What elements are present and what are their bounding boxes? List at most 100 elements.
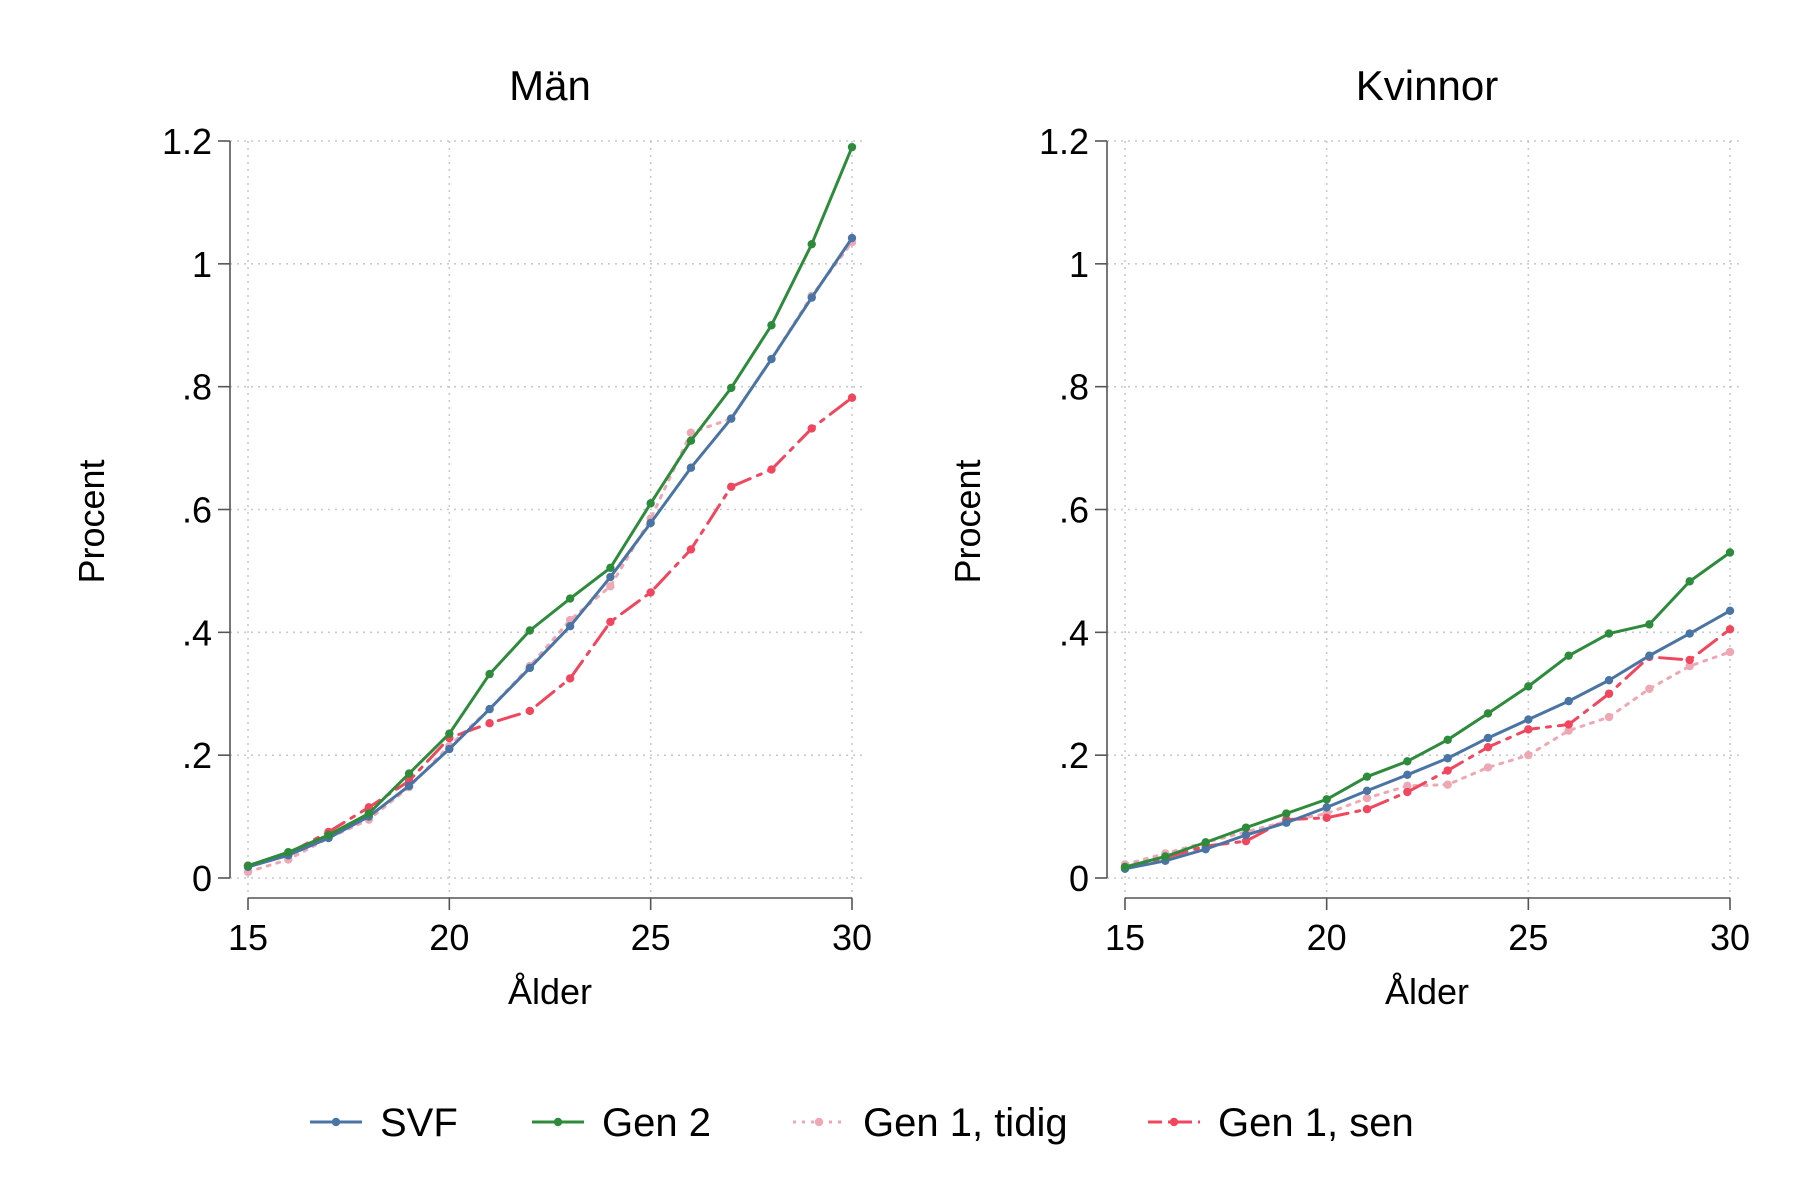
- data-point: [243, 861, 253, 870]
- data-point: [1241, 830, 1251, 840]
- data-point: [1443, 754, 1452, 763]
- data-point: [1524, 682, 1533, 691]
- x-tick-label: 30: [1710, 917, 1750, 958]
- data-point: [565, 621, 575, 631]
- data-point: [324, 830, 333, 840]
- series-line: [1123, 627, 1732, 870]
- data-point: [1362, 805, 1372, 814]
- x-tick-label: 25: [1508, 917, 1548, 958]
- legend-swatch-marker: [331, 1117, 341, 1127]
- data-point: [565, 594, 575, 603]
- y-tick-label: .2: [182, 735, 212, 776]
- data-point: [847, 142, 857, 152]
- data-point: [1241, 823, 1251, 832]
- data-point: [364, 809, 373, 818]
- data-point: [1524, 715, 1533, 724]
- data-point: [727, 482, 736, 491]
- series-gen-2: [1120, 548, 1735, 872]
- series-gen-2: [243, 142, 857, 870]
- data-point: [847, 233, 857, 243]
- data-point: [646, 588, 655, 597]
- legend-item: SVF: [310, 1101, 458, 1145]
- data-point: [1685, 655, 1694, 665]
- data-point: [1241, 836, 1251, 846]
- legend: SVF Gen 2 Gen 1, tidig Gen 1, sen: [310, 1101, 1414, 1145]
- data-point: [847, 393, 857, 402]
- data-point: [1564, 696, 1573, 706]
- data-point: [606, 572, 615, 582]
- x-tick-label: 25: [631, 917, 671, 958]
- data-point: [1322, 813, 1331, 823]
- y-tick-label: 1: [192, 244, 212, 285]
- data-point: [1322, 795, 1331, 804]
- data-point: [606, 582, 615, 591]
- data-point: [807, 424, 816, 433]
- data-point: [767, 354, 776, 364]
- data-point: [1725, 606, 1735, 616]
- x-axis-label: Ålder: [508, 971, 592, 1012]
- y-tick-label: .8: [182, 367, 212, 408]
- series-svf: [243, 233, 857, 872]
- data-point: [1604, 712, 1614, 722]
- series-line: [246, 396, 854, 868]
- y-tick-label: .4: [1059, 612, 1089, 653]
- data-point: [686, 463, 696, 472]
- data-point: [1725, 548, 1735, 557]
- y-axis-label: Procent: [947, 459, 988, 583]
- data-point: [1120, 862, 1130, 872]
- data-point: [525, 706, 535, 716]
- data-point: [1403, 787, 1412, 797]
- data-point: [1685, 577, 1694, 586]
- data-point: [1443, 735, 1452, 745]
- series-line: [246, 145, 854, 868]
- data-point: [1201, 838, 1210, 847]
- data-point: [1564, 651, 1573, 660]
- legend-swatch-marker: [814, 1117, 824, 1127]
- data-point: [1725, 647, 1735, 657]
- data-point: [1322, 803, 1331, 812]
- data-point: [1645, 684, 1654, 694]
- data-point: [485, 669, 494, 679]
- y-tick-label: .4: [182, 612, 212, 653]
- series-line: [1123, 550, 1732, 869]
- data-point: [1403, 770, 1412, 780]
- x-tick-label: 20: [429, 917, 469, 958]
- data-point: [1685, 661, 1694, 671]
- data-point: [1483, 733, 1493, 743]
- data-point: [565, 674, 575, 683]
- x-axis-label: Ålder: [1385, 971, 1469, 1012]
- x-tick-label: 15: [228, 917, 268, 958]
- data-point: [1564, 720, 1573, 729]
- gridlines: [1107, 140, 1744, 898]
- data-point: [1403, 757, 1412, 766]
- data-point: [646, 518, 655, 528]
- y-tick-label: .6: [182, 490, 212, 531]
- data-point: [404, 769, 414, 778]
- series-gen-1-tidig: [1120, 647, 1735, 869]
- legend-item: Gen 1, tidig: [793, 1101, 1068, 1145]
- data-point: [1524, 750, 1533, 760]
- data-point: [767, 465, 776, 474]
- series-line: [1123, 650, 1732, 866]
- series-line: [246, 236, 854, 869]
- y-tick-label: 1.2: [1039, 121, 1089, 162]
- legend-label: Gen 2: [602, 1101, 711, 1145]
- data-point: [686, 428, 696, 437]
- data-point: [525, 663, 535, 673]
- data-point: [404, 781, 414, 791]
- legend-label: Gen 1, tidig: [863, 1101, 1068, 1145]
- panel-1: Män 0 .2 .4 .6 .8 1 1.2 15 20 25 30 Ålder Procent: [71, 62, 872, 1012]
- data-point: [1483, 742, 1493, 752]
- y-axis-label: Procent: [71, 459, 112, 583]
- legend-label: Gen 1, sen: [1218, 1101, 1414, 1145]
- y-tick-label: 1: [1069, 244, 1089, 285]
- data-point: [1201, 844, 1210, 854]
- y-tick-label: .8: [1059, 367, 1089, 408]
- data-point: [727, 383, 736, 393]
- series-svf: [1120, 606, 1735, 873]
- data-point: [1483, 763, 1493, 772]
- data-point: [606, 563, 615, 573]
- data-point: [1403, 781, 1412, 791]
- data-point: [284, 848, 293, 857]
